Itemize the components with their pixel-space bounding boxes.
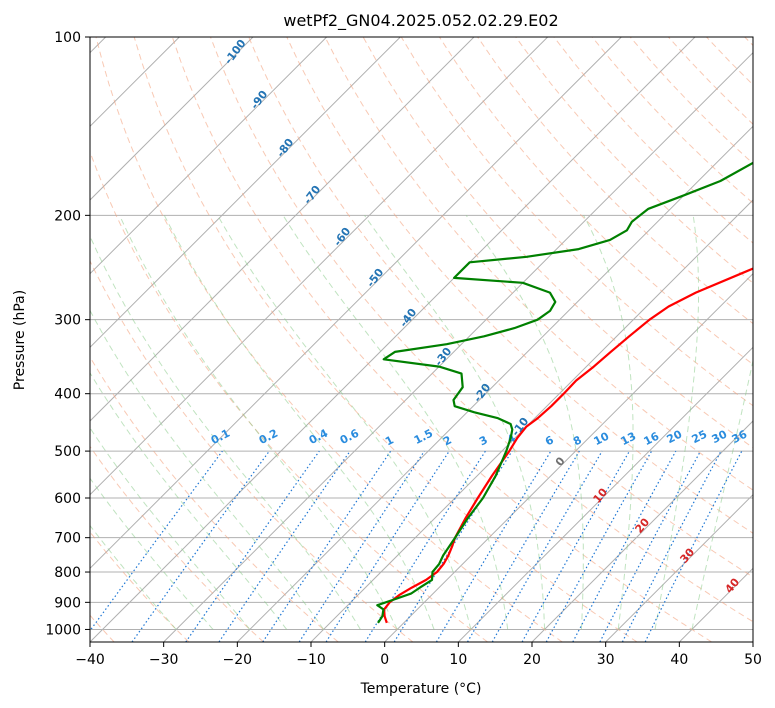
background-lines [90,37,753,642]
mixing-ratio-line [572,450,677,642]
x-tick-label: 30 [597,652,615,668]
x-tick-label: 10 [449,652,467,668]
dry-adiabat-line [95,37,563,642]
x-axis: −40 −30 −20 −10 0 10 20 30 40 50 [75,642,762,668]
y-tick-label: 100 [54,30,81,46]
mixing-ratio-line [218,450,351,642]
chart-title: wetPf2_GN04.2025.052.02.29.E02 [283,11,558,31]
x-tick-label: 40 [670,652,688,668]
moist-adiabat-line [282,215,509,630]
y-tick-label: 500 [54,444,81,460]
mixing-ratio-label: 36 [730,427,750,446]
data-lines [376,161,753,624]
moist-adiabat-line [364,215,546,630]
x-tick-label: −40 [75,652,105,668]
y-tick-label: 900 [54,595,81,611]
dry-adiabat-line [133,37,638,642]
y-tick-label: 600 [54,491,81,507]
moist-adiabat-line [217,215,472,630]
moist-adiabat-line [465,215,584,630]
mixing-ratio-label: 30 [710,427,730,446]
y-axis: 100 200 300 400 500 600 700 800 900 1000 [45,30,90,638]
isotherm-line [90,37,696,642]
isotherm-line [531,420,753,642]
moist-adiabat-line [90,309,324,630]
mixing-ratio-line [545,450,653,642]
dry-adiabat-line [90,356,339,642]
moist-adiabat-line [654,215,699,630]
mixing-ratio-label: 25 [690,428,710,447]
x-tick-label: −30 [149,652,179,668]
y-tick-label: 1000 [45,622,81,638]
y-tick-label: 300 [54,313,81,329]
isotherm-line [90,37,401,349]
y-axis-label: Pressure (hPa) [12,290,28,390]
isotherm-line [90,37,254,201]
mixing-ratio-line [521,450,631,642]
isotherm-line [90,37,475,422]
plot-area: 0.1 0.2 0.4 0.6 1 1.5 2 3 4 6 8 10 13 16 20 25 30 36-100-… [90,37,753,642]
moist-adiabat-line [583,215,634,630]
y-tick-label: 400 [54,387,81,403]
x-axis-label: Temperature (°C) [360,681,482,697]
dry-adiabat-line [515,37,753,284]
mixing-ratio-line [90,450,223,632]
dry-adiabat-line [90,445,264,642]
moist-adiabat-line [163,215,435,630]
dry-adiabat-line [90,259,414,642]
isotherm-line [605,493,753,642]
mixing-ratio-label: 16 [642,429,662,448]
dry-adiabat-line [171,37,712,642]
dry-adiabat-line [210,37,753,623]
isotherm-line [90,37,622,570]
moist-adiabat-line [90,477,214,630]
mixing-ratio-line [325,450,450,642]
x-tick-label: −20 [223,652,253,668]
moist-adiabat-line [691,358,753,630]
mixing-ratio-line [185,450,320,642]
mixing-ratio-line [298,450,425,642]
x-tick-label: 20 [523,652,541,668]
plot-frame [89,36,754,643]
moist-adiabat-line [90,427,251,630]
moist-adiabat-line [90,235,361,630]
dewpoint-line [376,161,753,624]
mixing-ratio-line [131,450,270,642]
y-tick-label: 700 [54,531,81,547]
isotherm-line [236,125,753,642]
mixing-ratio-line [644,450,743,642]
dry-adiabat-line [286,37,753,534]
x-tick-label: −10 [296,652,326,668]
x-tick-label: 0 [380,652,389,668]
y-tick-label: 800 [54,565,81,581]
mixing-ratio-line [262,450,392,642]
mixing-ratio-label: 13 [619,430,639,449]
dry-adiabat-line [248,37,753,578]
x-tick-label: 50 [744,652,762,668]
isotherm-line [90,37,328,275]
moist-adiabat-line [119,215,398,630]
mixing-ratio-label: 20 [665,427,685,446]
isotherm-line [457,346,753,642]
mixing-ratio-label: 10 [592,429,612,448]
dry-adiabat-line [324,37,753,491]
y-tick-label: 200 [54,208,81,224]
isotherm-line [384,272,753,642]
isotherm-line [90,37,549,496]
moist-adiabat-line [90,371,288,630]
